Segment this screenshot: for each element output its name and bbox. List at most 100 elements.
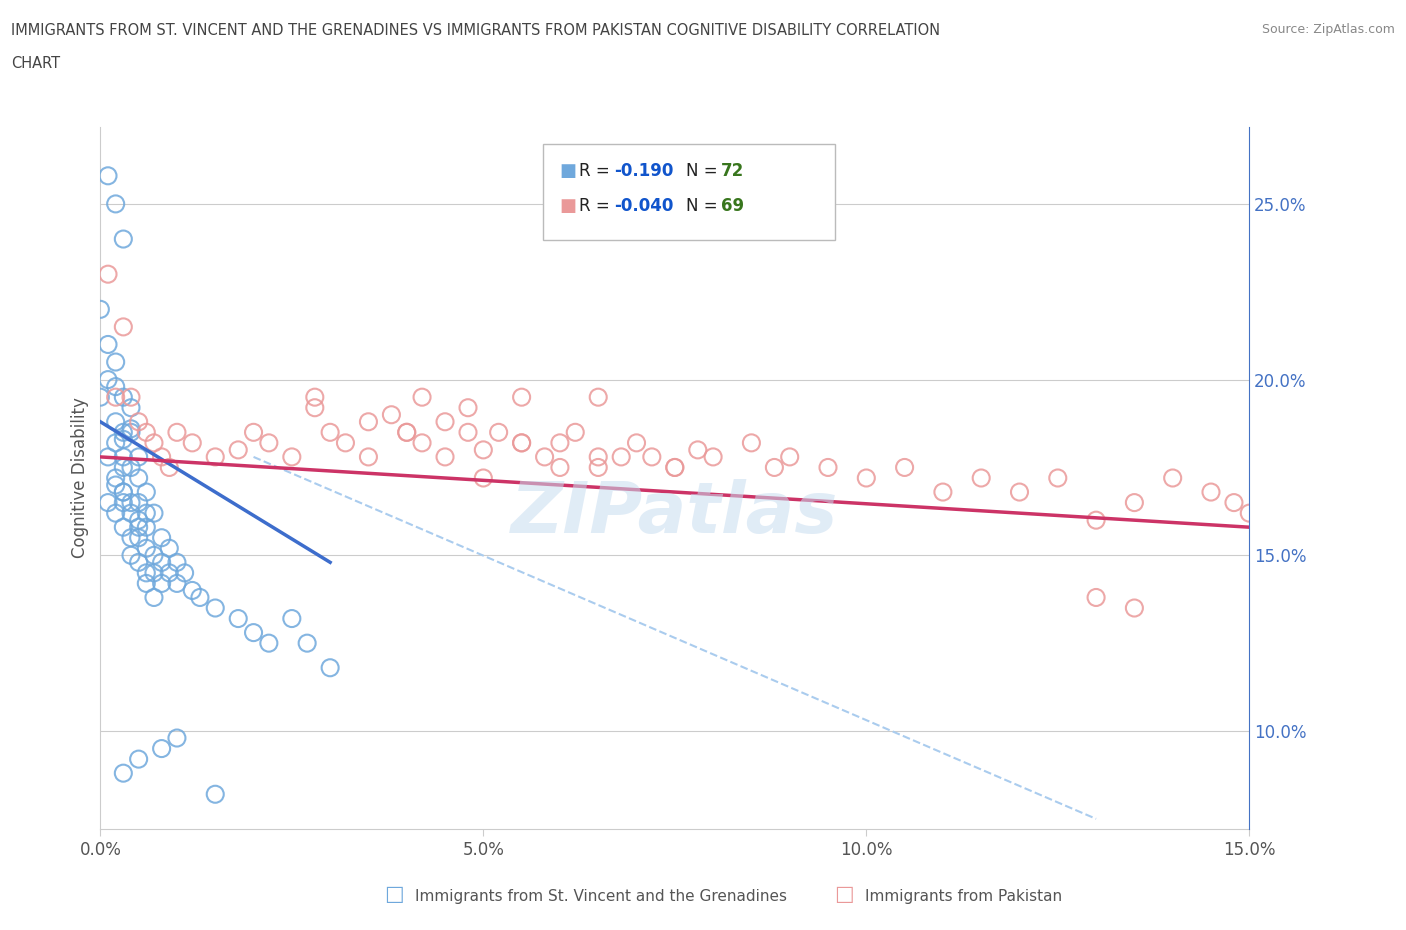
Point — [128, 555, 150, 570]
Point — [157, 565, 180, 580]
Text: R =: R = — [579, 197, 616, 215]
Text: ■: ■ — [560, 197, 576, 215]
Point — [226, 611, 249, 626]
Point — [970, 471, 993, 485]
Point — [112, 460, 135, 475]
Point — [128, 495, 150, 510]
Point — [242, 625, 264, 640]
Text: □: □ — [834, 884, 853, 904]
Point — [304, 400, 326, 415]
Point — [104, 415, 127, 430]
Point — [226, 443, 249, 458]
Point — [472, 471, 495, 485]
Point — [641, 449, 664, 464]
Point — [586, 390, 609, 405]
Point — [166, 425, 188, 440]
Point — [319, 660, 342, 675]
Point — [1123, 495, 1146, 510]
Point — [135, 565, 157, 580]
Point — [686, 443, 709, 458]
Point — [120, 425, 142, 440]
Point — [548, 460, 571, 475]
Point — [664, 460, 686, 475]
Point — [112, 320, 135, 335]
Text: N =: N = — [686, 162, 723, 179]
Point — [120, 390, 142, 405]
Point — [702, 449, 724, 464]
Point — [104, 379, 127, 394]
Point — [128, 530, 150, 545]
Point — [281, 611, 304, 626]
Point — [932, 485, 955, 499]
Point — [157, 541, 180, 556]
Point — [1008, 485, 1031, 499]
Point — [150, 555, 173, 570]
Point — [564, 425, 586, 440]
Point — [128, 415, 150, 430]
Point — [1046, 471, 1069, 485]
Point — [740, 435, 762, 450]
Point — [112, 432, 135, 446]
Point — [143, 506, 166, 521]
Point — [104, 196, 127, 211]
Point — [1085, 590, 1108, 604]
Point — [510, 390, 533, 405]
Point — [181, 583, 204, 598]
Point — [120, 400, 142, 415]
Text: R =: R = — [579, 162, 616, 179]
Point — [120, 530, 142, 545]
Point — [112, 485, 135, 499]
Point — [166, 555, 188, 570]
Text: IMMIGRANTS FROM ST. VINCENT AND THE GRENADINES VS IMMIGRANTS FROM PAKISTAN COGNI: IMMIGRANTS FROM ST. VINCENT AND THE GREN… — [11, 23, 941, 38]
Text: 69: 69 — [721, 197, 745, 215]
Point — [112, 449, 135, 464]
Point — [143, 548, 166, 563]
Point — [104, 354, 127, 369]
Point — [188, 590, 211, 604]
Point — [104, 506, 127, 521]
Point — [157, 460, 180, 475]
Point — [488, 425, 510, 440]
Point — [128, 520, 150, 535]
Text: Immigrants from Pakistan: Immigrants from Pakistan — [865, 889, 1062, 904]
Point — [112, 495, 135, 510]
Text: -0.040: -0.040 — [614, 197, 673, 215]
Text: ■: ■ — [560, 162, 576, 179]
Point — [112, 232, 135, 246]
Point — [166, 731, 188, 746]
Point — [610, 449, 633, 464]
Point — [472, 443, 495, 458]
Point — [1085, 512, 1108, 527]
Point — [257, 636, 280, 651]
Point — [779, 449, 801, 464]
Point — [97, 372, 120, 387]
Point — [357, 449, 380, 464]
Point — [257, 435, 280, 450]
Point — [89, 302, 111, 317]
Point — [357, 415, 380, 430]
Point — [135, 425, 157, 440]
Point — [434, 449, 457, 464]
Point — [204, 449, 226, 464]
Point — [533, 449, 555, 464]
Point — [97, 267, 120, 282]
Point — [112, 425, 135, 440]
Point — [763, 460, 786, 475]
Point — [319, 425, 342, 440]
Point — [135, 520, 157, 535]
Point — [1123, 601, 1146, 616]
Point — [104, 435, 127, 450]
Point — [128, 751, 150, 766]
Point — [586, 449, 609, 464]
Point — [295, 636, 318, 651]
Text: □: □ — [384, 884, 404, 904]
Point — [242, 425, 264, 440]
Point — [1199, 485, 1222, 499]
Point — [104, 390, 127, 405]
Point — [150, 741, 173, 756]
Point — [411, 435, 433, 450]
Point — [1223, 495, 1246, 510]
Point — [97, 495, 120, 510]
Point — [97, 168, 120, 183]
Point — [380, 407, 402, 422]
